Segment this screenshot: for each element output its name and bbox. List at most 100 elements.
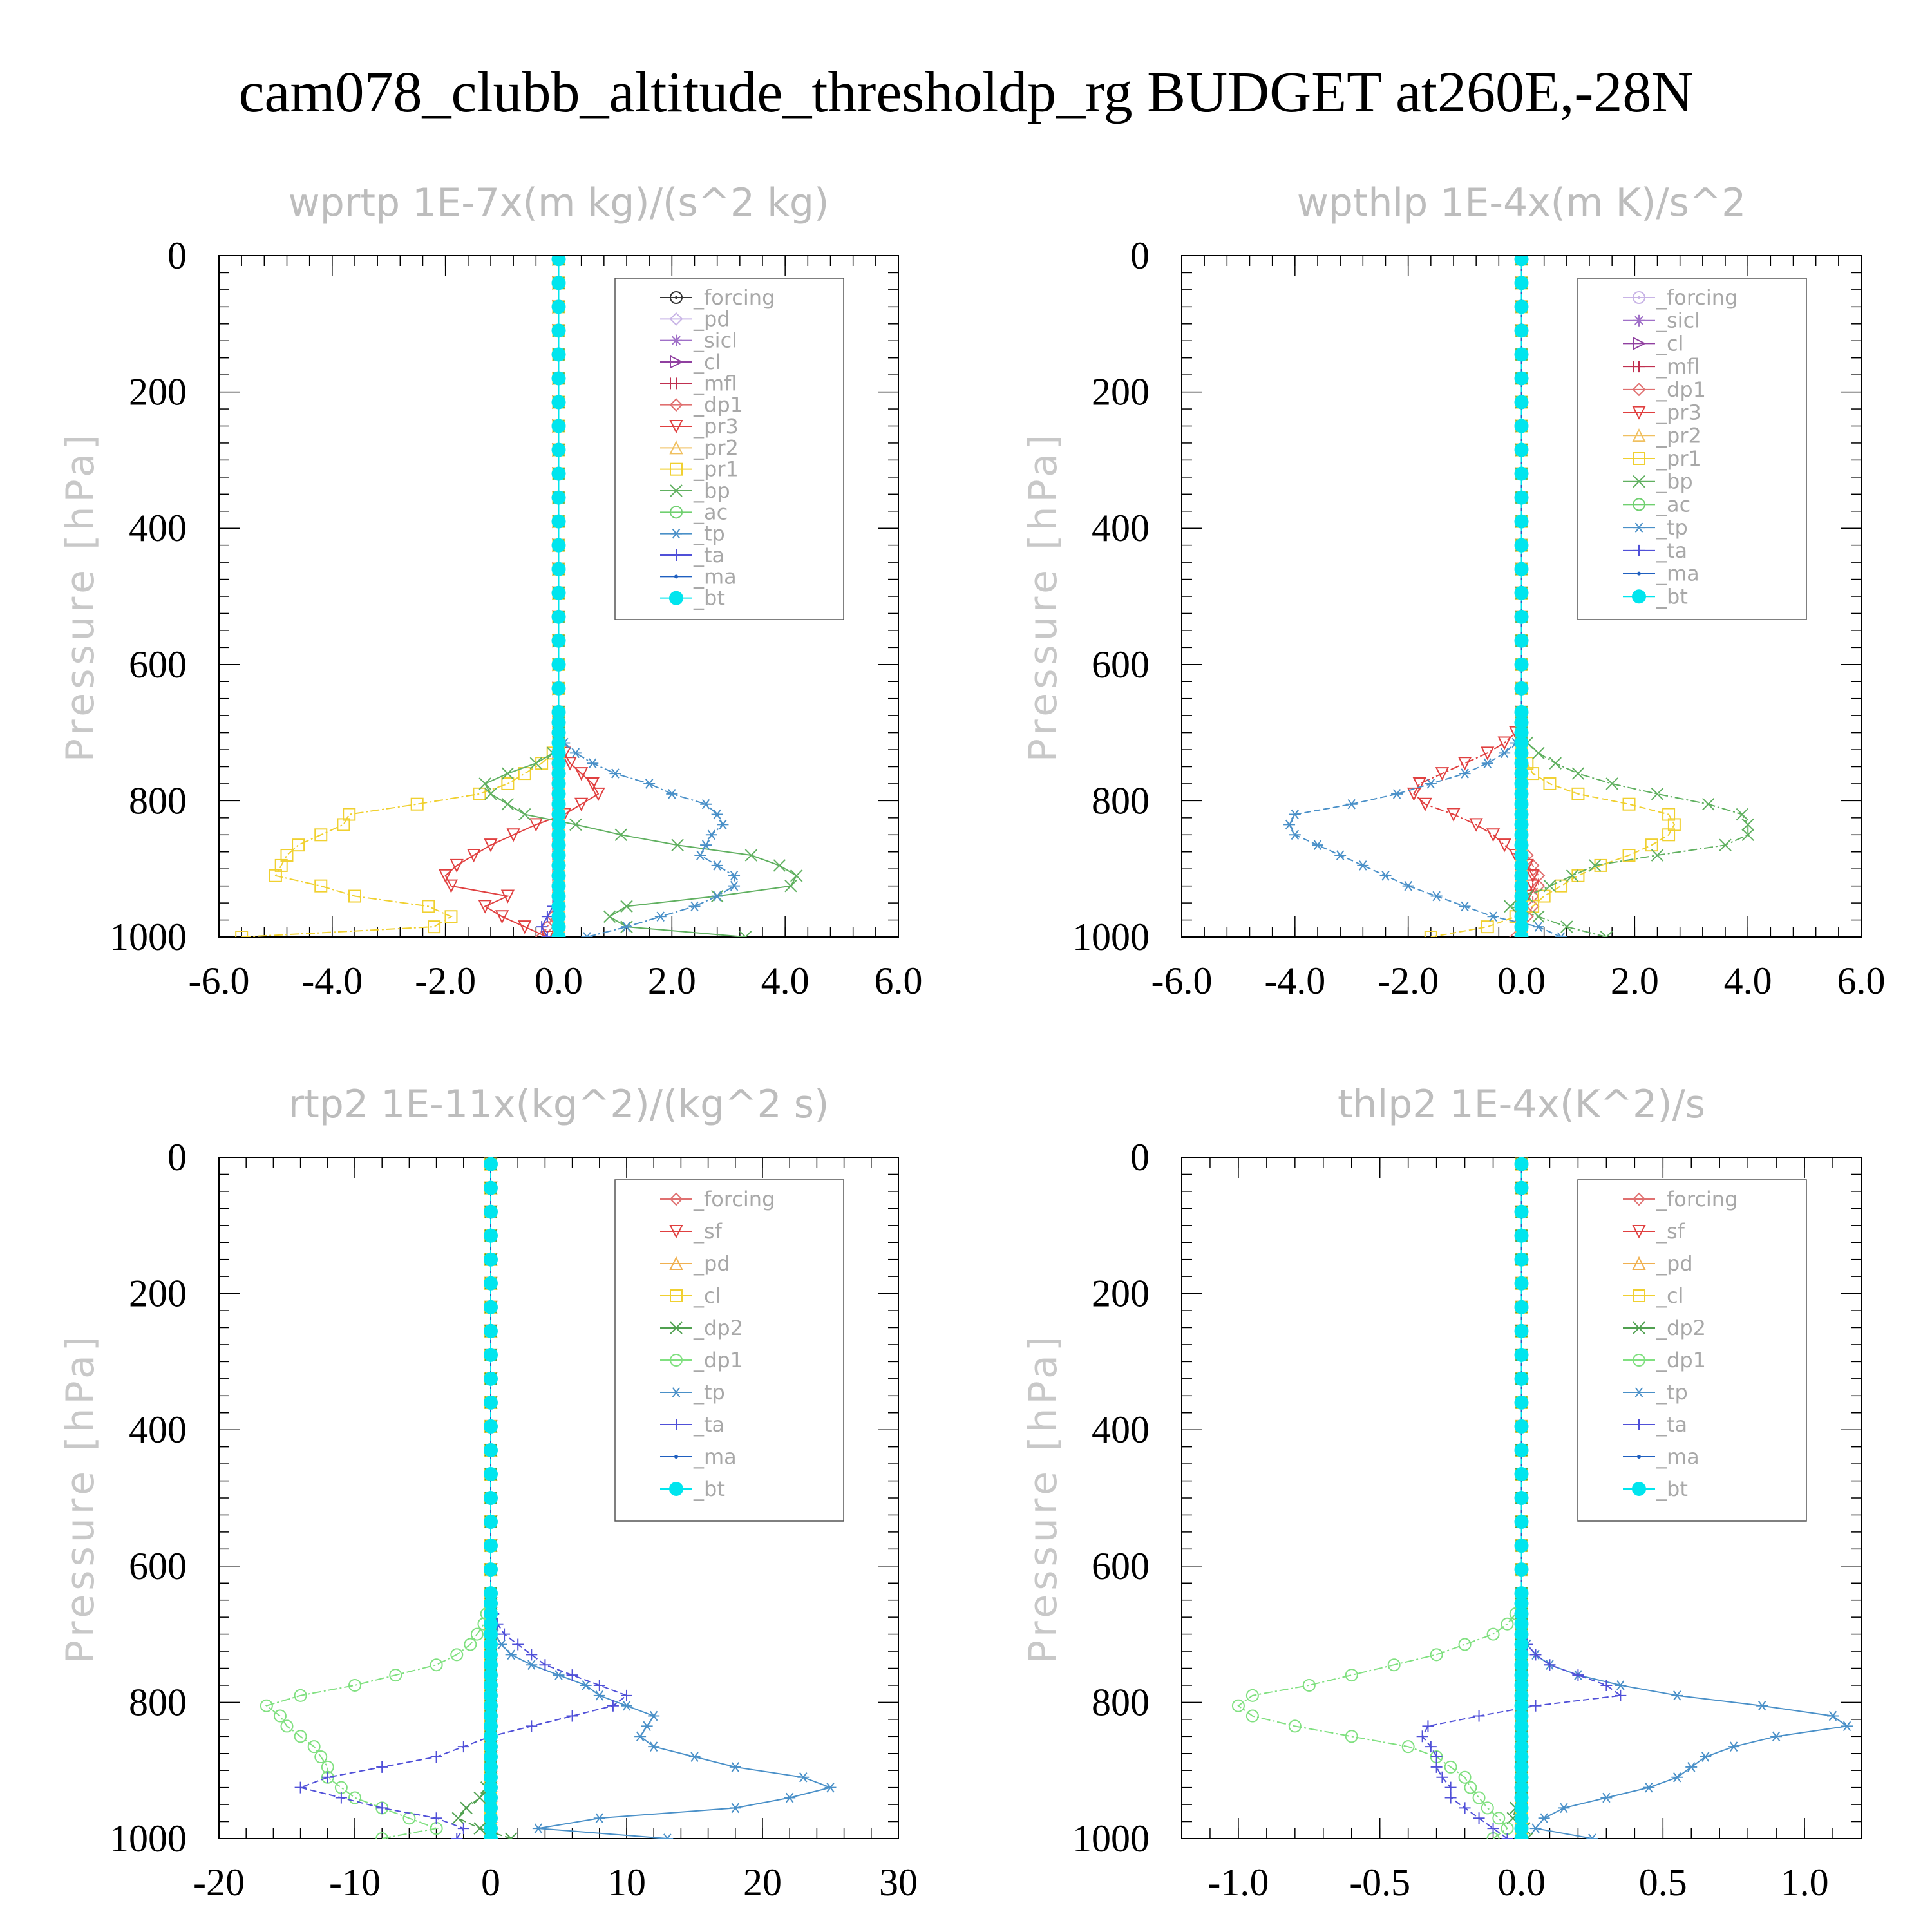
data-point <box>553 1670 565 1680</box>
data-point <box>1514 1371 1529 1386</box>
data-point <box>1514 419 1529 433</box>
data-point <box>711 809 723 820</box>
legend-marker <box>670 462 683 476</box>
data-point <box>1472 1791 1486 1804</box>
data-point <box>1615 1680 1627 1690</box>
y-axis-label: Pressure [hPa] <box>58 431 103 762</box>
data-point <box>430 1812 442 1824</box>
data-point <box>504 1832 518 1839</box>
legend-marker <box>669 1225 683 1239</box>
data-point <box>1770 1731 1783 1742</box>
series-bt <box>551 256 566 937</box>
data-point <box>1514 1647 1529 1662</box>
data-point <box>484 788 497 800</box>
y-tick-label: 0 <box>167 234 187 277</box>
legend-marker <box>669 420 683 434</box>
data-point <box>334 1781 348 1794</box>
data-point <box>551 371 566 386</box>
legend-marker <box>1632 1482 1646 1496</box>
data-point <box>1514 1323 1529 1338</box>
data-point <box>688 1752 701 1762</box>
y-tick-label: 800 <box>1092 779 1150 822</box>
data-point <box>581 932 593 937</box>
data-point <box>1532 746 1545 760</box>
data-point <box>1312 840 1323 850</box>
data-point <box>1486 828 1501 842</box>
data-point <box>1459 768 1471 779</box>
legend-box <box>614 278 844 620</box>
data-point <box>484 1228 498 1243</box>
legend-marker <box>1633 314 1645 327</box>
data-point <box>1514 1515 1529 1530</box>
data-point <box>280 1719 294 1733</box>
data-point <box>1514 889 1529 904</box>
legend-marker <box>669 1482 683 1496</box>
legend-label: _tp <box>693 1380 725 1405</box>
series-line <box>558 712 735 937</box>
data-point <box>551 538 566 553</box>
series-ta <box>294 1157 632 1839</box>
legend-entry-mfl: _mfl <box>1623 354 1700 379</box>
data-point <box>634 1731 647 1742</box>
x-tick-label: 2.0 <box>648 960 696 1002</box>
data-point <box>484 1491 498 1505</box>
data-point <box>1514 1688 1529 1703</box>
data-point <box>1514 746 1529 761</box>
legend-label: _bt <box>1656 584 1688 609</box>
legend-entry-cl: _cl <box>1623 1283 1683 1308</box>
legend-entry-cl: _cl <box>1623 331 1683 355</box>
data-point <box>744 849 758 862</box>
y-tick-label: 800 <box>129 779 187 822</box>
y-tick-label: 200 <box>129 371 187 413</box>
data-point <box>551 585 566 600</box>
data-point <box>1514 1739 1529 1754</box>
data-point <box>484 1790 498 1805</box>
data-point <box>593 1679 605 1691</box>
series-line <box>242 712 560 937</box>
data-point <box>551 276 566 290</box>
legend-marker <box>1633 1321 1645 1334</box>
data-point <box>551 889 566 904</box>
data-point <box>1514 1596 1529 1611</box>
legend-entry-tp: _tp <box>660 1380 725 1405</box>
data-point <box>1514 848 1529 863</box>
legend-label: _pd <box>1656 1251 1693 1276</box>
data-point <box>1700 1752 1712 1762</box>
legend-label: _forcing <box>1656 1187 1738 1211</box>
data-point <box>1289 829 1301 840</box>
data-point <box>551 828 566 842</box>
data-point <box>1425 1741 1437 1753</box>
data-point <box>551 395 566 410</box>
data-point <box>551 838 566 853</box>
y-axis-label: Pressure [hPa] <box>1021 1332 1066 1663</box>
data-point <box>1514 585 1529 600</box>
data-point <box>484 1729 498 1744</box>
y-tick-label: 400 <box>1092 1408 1150 1451</box>
legend-marker <box>670 1289 683 1302</box>
data-point <box>294 1781 307 1794</box>
data-point <box>551 419 566 433</box>
data-point <box>1501 1833 1513 1839</box>
y-tick-label: 1000 <box>1072 1817 1150 1860</box>
legend-marker <box>670 1321 683 1334</box>
data-point <box>389 1669 402 1682</box>
data-point <box>1514 878 1529 893</box>
data-point <box>1736 808 1749 821</box>
data-point <box>1537 889 1551 903</box>
legend-entry-dp1: _dp1 <box>1623 1348 1706 1372</box>
data-point <box>1245 1709 1259 1723</box>
series-dp1 <box>260 1157 497 1839</box>
data-point <box>661 1833 674 1839</box>
data-point <box>1514 1180 1529 1195</box>
data-point <box>1459 901 1471 912</box>
legend-entry-ta: _ta <box>660 1412 724 1437</box>
data-point <box>376 1761 388 1773</box>
data-point <box>1446 808 1461 822</box>
legend: _forcing _sf _pd _cl _dp2 _dp1 _tp _ta _ma _bt <box>1577 1179 1807 1522</box>
data-point <box>648 1741 660 1752</box>
legend-label: _dp2 <box>1656 1316 1706 1340</box>
legend-label: _ma <box>693 564 737 589</box>
legend-label: _ta <box>1656 1412 1687 1437</box>
legend-label: _dp2 <box>693 1316 743 1340</box>
legend-label: _bt <box>1656 1477 1688 1501</box>
